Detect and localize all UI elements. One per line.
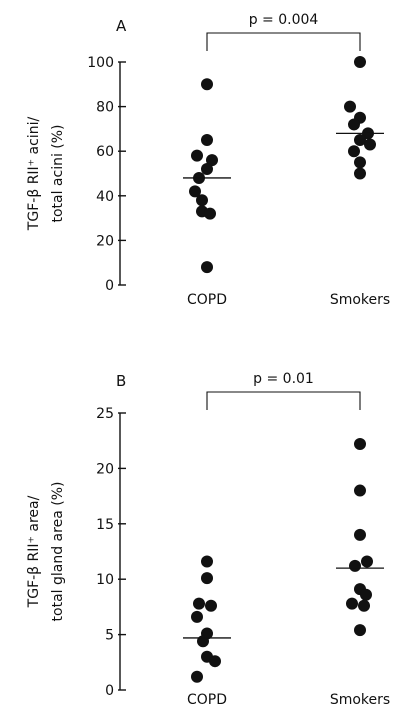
data-point — [354, 134, 366, 147]
data-point — [348, 118, 360, 131]
data-point — [201, 572, 213, 585]
data-point — [201, 555, 213, 568]
y-tick-label: 5 — [105, 628, 114, 644]
p-value-annotation: p = 0.004 — [249, 12, 319, 28]
data-point — [193, 597, 205, 610]
p-value-annotation: p = 0.01 — [253, 371, 314, 387]
data-point — [209, 655, 221, 668]
chart-panel-B: 0 5 10 15 20 25 TGF-β RII⁺ area/total gland ar… — [26, 371, 390, 708]
data-point — [191, 149, 203, 162]
data-point — [354, 624, 366, 637]
data-point — [206, 154, 218, 167]
y-axis-label: total acini (%) — [50, 124, 66, 222]
y-tick-label: 20 — [96, 461, 114, 477]
data-point — [197, 635, 209, 648]
panel-label: A — [116, 17, 127, 35]
category-label: COPD — [187, 692, 227, 708]
data-point — [191, 670, 203, 683]
y-axis-label: total gland area (%) — [50, 482, 66, 622]
data-point — [360, 588, 372, 601]
y-axis-label: TGF-β RII⁺ acini/ — [26, 117, 42, 232]
category-label: Smokers — [330, 692, 390, 708]
y-tick-label: 0 — [105, 683, 114, 699]
y-tick-label: 0 — [105, 278, 114, 294]
y-tick-label: 60 — [96, 144, 114, 160]
significance-bracket — [206, 32, 361, 51]
data-point — [201, 261, 213, 274]
data-point — [201, 134, 213, 147]
data-point — [354, 438, 366, 451]
y-tick-label: 40 — [96, 189, 114, 205]
y-tick-label: 80 — [96, 100, 114, 116]
data-point — [354, 156, 366, 169]
category-label: COPD — [187, 292, 227, 308]
category-label: Smokers — [330, 292, 390, 308]
y-axis-label: TGF-β RII⁺ area/ — [26, 495, 42, 608]
data-point — [191, 610, 203, 623]
data-point — [189, 185, 201, 198]
data-point — [354, 167, 366, 180]
data-point — [348, 145, 360, 158]
significance-bracket — [206, 391, 361, 410]
data-point — [354, 56, 366, 68]
data-point — [201, 163, 213, 176]
data-point — [364, 138, 376, 151]
data-point — [354, 528, 366, 541]
y-tick-label: 100 — [87, 55, 114, 71]
data-point — [201, 78, 213, 91]
chart-panel-A: 0 20 40 60 80 100 TGF-β RII⁺ acini/total acini… — [26, 12, 390, 308]
data-point — [346, 597, 358, 610]
data-point — [358, 599, 370, 612]
data-point — [205, 599, 217, 612]
data-point — [349, 559, 361, 572]
y-tick-label: 15 — [96, 517, 114, 533]
data-point — [354, 484, 366, 497]
data-point — [344, 100, 356, 113]
data-point — [361, 555, 373, 568]
y-tick-label: 25 — [96, 406, 114, 422]
panel-label: B — [116, 372, 126, 390]
data-point — [204, 207, 216, 220]
y-tick-label: 20 — [96, 233, 114, 249]
data-point — [196, 194, 208, 207]
y-tick-label: 10 — [96, 572, 114, 588]
